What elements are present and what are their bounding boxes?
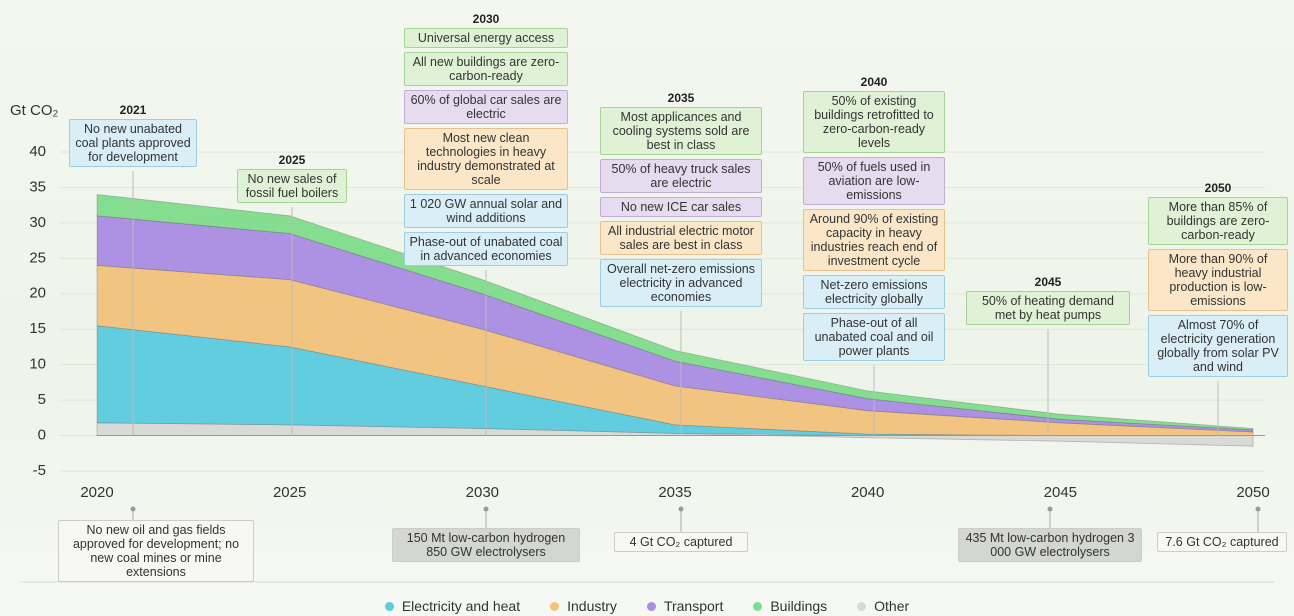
y-tick-label: 20 xyxy=(29,285,46,302)
milestone-box: Universal energy access xyxy=(404,28,568,48)
milestone-box: Phase-out of all unabated coal and oil p… xyxy=(803,313,945,361)
note-box: No new oil and gas fields approved for d… xyxy=(58,520,254,582)
legend-label: Other xyxy=(874,598,909,614)
note-box: 4 Gt CO₂ captured xyxy=(614,532,748,552)
x-tick-label: 2045 xyxy=(1044,484,1077,501)
legend-label: Industry xyxy=(567,598,617,614)
milestone-box: More than 90% of heavy industrial produc… xyxy=(1148,249,1288,311)
y-tick-label: 35 xyxy=(29,178,46,195)
milestone-box: Overall net-zero emissions electricity i… xyxy=(600,259,762,307)
legend-swatch xyxy=(647,602,656,611)
legend-item: Buildings xyxy=(753,598,827,614)
milestone-box: Almost 70% of electricity generation glo… xyxy=(1148,315,1288,377)
y-tick-label: 0 xyxy=(38,427,46,444)
milestone-box: No new unabated coal plants approved for… xyxy=(69,119,197,167)
y-tick-label: -5 xyxy=(33,462,46,479)
legend-swatch xyxy=(385,602,394,611)
x-tick-label: 2035 xyxy=(658,484,691,501)
milestone-year: 2045 xyxy=(1008,275,1088,289)
milestone-box: Around 90% of existing capacity in heavy… xyxy=(803,209,945,271)
note-box: 150 Mt low-carbon hydrogen 850 GW electr… xyxy=(392,528,580,562)
milestone-box: 60% of global car sales are electric xyxy=(404,90,568,124)
legend-label: Buildings xyxy=(770,598,827,614)
milestone-box: 50% of heating demand met by heat pumps xyxy=(966,291,1130,325)
milestone-box: Most applicances and cooling systems sol… xyxy=(600,107,762,155)
x-tick-label: 2040 xyxy=(851,484,884,501)
y-tick-label: 25 xyxy=(29,249,46,266)
milestone-year: 2050 xyxy=(1178,181,1258,195)
legend-label: Electricity and heat xyxy=(402,598,520,614)
milestone-box: All industrial electric motor sales are … xyxy=(600,221,762,255)
milestone-box: No new ICE car sales xyxy=(600,197,762,217)
connector-dot xyxy=(1048,507,1053,512)
milestone-box: More than 85% of buildings are zero-carb… xyxy=(1148,197,1288,245)
milestone-box: All new buildings are zero-carbon-ready xyxy=(404,52,568,86)
milestone-box: 50% of heavy truck sales are electric xyxy=(600,159,762,193)
milestone-box: 1 020 GW annual solar and wind additions xyxy=(404,194,568,228)
milestone-box: Most new clean technologies in heavy ind… xyxy=(404,128,568,190)
milestone-box: Phase-out of unabated coal in advanced e… xyxy=(404,232,568,266)
y-tick-label: 30 xyxy=(29,214,46,231)
connector-dot xyxy=(131,507,136,512)
legend-item: Electricity and heat xyxy=(385,598,520,614)
y-tick-label: 10 xyxy=(29,356,46,373)
milestone-box: No new sales of fossil fuel boilers xyxy=(237,169,347,203)
milestone-box: 50% of existing buildings retrofitted to… xyxy=(803,91,945,153)
milestone-year: 2035 xyxy=(641,91,721,105)
milestone-year: 2021 xyxy=(93,103,173,117)
milestone-box: Net-zero emissions electricity globally xyxy=(803,275,945,309)
milestone-year: 2030 xyxy=(446,12,526,26)
chart: Gt CO₂ -50510152025303540202020252030203… xyxy=(0,0,1294,616)
legend-label: Transport xyxy=(664,598,723,614)
note-box: 7.6 Gt CO₂ captured xyxy=(1157,532,1287,552)
y-tick-label: 15 xyxy=(29,320,46,337)
legend-swatch xyxy=(753,602,762,611)
x-tick-label: 2025 xyxy=(273,484,306,501)
legend-item: Industry xyxy=(550,598,617,614)
x-tick-label: 2020 xyxy=(80,484,113,501)
milestone-box: 50% of fuels used in aviation are low-em… xyxy=(803,157,945,205)
note-box: 435 Mt low-carbon hydrogen 3 000 GW elec… xyxy=(958,528,1142,562)
connector-dot xyxy=(679,507,684,512)
legend-swatch xyxy=(857,602,866,611)
x-tick-label: 2050 xyxy=(1236,484,1269,501)
legend-swatch xyxy=(550,602,559,611)
y-axis-label: Gt CO₂ xyxy=(10,102,59,119)
legend-item: Other xyxy=(857,598,909,614)
milestone-year: 2040 xyxy=(834,75,914,89)
legend-item: Transport xyxy=(647,598,723,614)
x-tick-label: 2030 xyxy=(466,484,499,501)
milestone-year: 2025 xyxy=(252,153,332,167)
legend: Electricity and heat Industry Transport Bui… xyxy=(0,598,1294,614)
y-tick-label: 5 xyxy=(38,391,46,408)
connector-dot xyxy=(1256,507,1261,512)
y-tick-label: 40 xyxy=(29,143,46,160)
connector-dot xyxy=(484,507,489,512)
